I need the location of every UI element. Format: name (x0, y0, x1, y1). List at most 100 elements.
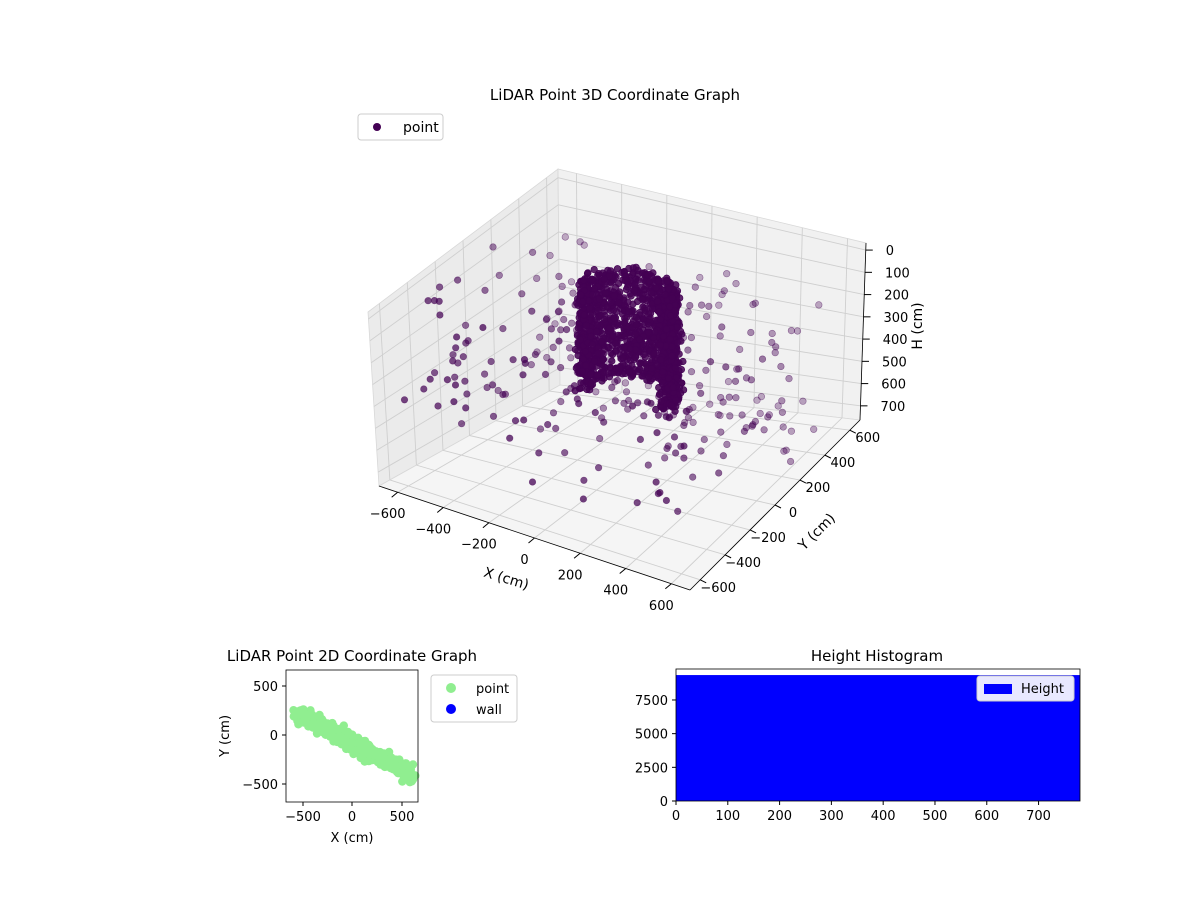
x-tick-label-hist: 700 (1026, 809, 1051, 824)
point-3d (567, 354, 575, 362)
y-tick-label-hist: 2500 (635, 761, 668, 776)
histogram-title: Height Histogram (811, 647, 943, 665)
point-3d (594, 349, 602, 357)
point-3d (562, 388, 570, 396)
point-3d (680, 421, 688, 430)
point-3d (663, 325, 671, 333)
point-3d (716, 332, 724, 340)
point-3d (644, 461, 652, 469)
x-axis-line-3d (378, 485, 691, 591)
axes-3d: −600−400−2000200400600−600−400−200020040… (370, 242, 910, 614)
legend-marker-point (446, 683, 456, 693)
point-3d (625, 368, 633, 376)
grid-line-y (389, 479, 701, 581)
y-tick-3d (749, 529, 757, 534)
point-3d (719, 452, 728, 460)
plot-2d: LiDAR Point 2D Coordinate Graph −500 0 5… (218, 647, 518, 846)
point-3d (591, 357, 599, 365)
point-3d (458, 420, 466, 428)
point-3d (621, 332, 629, 340)
point-3d (650, 350, 658, 358)
point-3d (551, 320, 559, 328)
point-3d (673, 339, 681, 347)
point-3d (697, 389, 705, 397)
point-3d (565, 344, 574, 352)
grid-line-y (495, 420, 801, 481)
point-3d (420, 385, 428, 393)
x-tick-label-hist: 400 (871, 809, 896, 824)
point-3d (574, 351, 582, 360)
x-tick-label-2d: −500 (285, 810, 321, 825)
x-tick-label-hist: 0 (672, 809, 680, 824)
point-cloud-3d (400, 233, 823, 515)
point-3d (652, 405, 660, 414)
point-3d (583, 269, 592, 278)
point-3d (647, 272, 656, 280)
point-3d (738, 411, 746, 419)
x-tick-label-3d: 400 (603, 584, 628, 599)
point-3d (684, 308, 692, 316)
point-3d (596, 435, 604, 443)
point-3d (631, 353, 640, 362)
point-3d (662, 496, 671, 505)
point-3d (725, 393, 733, 401)
point-3d (643, 398, 652, 406)
point-3d (599, 269, 607, 277)
y-tick-3d (774, 504, 782, 509)
point-3d (718, 323, 726, 331)
point-3d (780, 447, 788, 455)
point-3d (665, 374, 673, 382)
point-3d (632, 313, 641, 321)
point-3d (671, 449, 680, 457)
point-3d (558, 282, 566, 291)
point-3d (702, 312, 711, 321)
point-3d (579, 298, 587, 306)
point-3d (612, 347, 620, 355)
legend-marker-wall (446, 704, 456, 714)
point-3d (674, 507, 682, 515)
point-3d (585, 304, 594, 312)
point-3d (636, 435, 645, 444)
point-3d (483, 383, 491, 392)
point-3d (585, 297, 593, 305)
point-3d (620, 343, 629, 351)
point-3d (595, 295, 604, 303)
point-3d (749, 300, 757, 309)
z-tick-label-3d: 500 (882, 355, 907, 370)
y-axis-line-3d (689, 419, 861, 591)
point-3d (509, 356, 517, 364)
point-3d (555, 337, 563, 345)
point-3d (623, 283, 632, 291)
z-tick-label-3d: 200 (884, 289, 909, 304)
point-3d (779, 423, 787, 431)
point-3d (655, 308, 663, 316)
point-3d (635, 335, 644, 343)
point-3d (450, 398, 458, 406)
point-3d (736, 345, 744, 354)
point-3d (606, 363, 614, 372)
point-3d (751, 417, 760, 426)
point-3d (430, 297, 439, 305)
point-3d (619, 354, 627, 362)
point-3d (778, 397, 786, 405)
grid-line-z-left (375, 313, 560, 429)
point-3d (695, 382, 704, 390)
point-3d (593, 321, 601, 329)
y-tick-label-3d: 200 (806, 481, 831, 496)
point-3d (722, 363, 730, 371)
point-3d (654, 411, 663, 419)
point-3d (594, 307, 602, 315)
point-3d (494, 386, 502, 395)
legend-label-point: point (403, 120, 439, 136)
point-3d (597, 414, 606, 422)
point-3d (625, 308, 633, 316)
point-3d (462, 404, 470, 412)
point-3d (587, 379, 595, 388)
point-3d (577, 384, 585, 392)
point-3d (567, 278, 576, 286)
histogram-frame (675, 668, 1081, 802)
x-tick-3d (665, 583, 672, 590)
y-tick-label-3d: −400 (725, 556, 761, 571)
point-3d (547, 358, 555, 366)
